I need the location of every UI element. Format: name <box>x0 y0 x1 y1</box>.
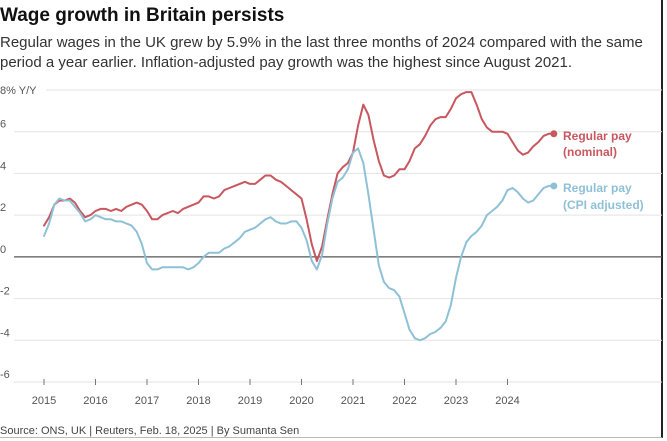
legend-label: (CPI adjusted) <box>563 198 644 212</box>
legend-label: Regular pay <box>563 129 632 143</box>
y-tick-label: 6 <box>0 119 6 131</box>
series-line <box>43 147 555 342</box>
legend-label: (nominal) <box>563 145 617 159</box>
x-tick-label: 2017 <box>135 395 159 407</box>
x-tick-label: 2019 <box>238 395 262 407</box>
y-tick-label: 4 <box>0 160 6 172</box>
x-tick-label: 2023 <box>444 395 468 407</box>
series-end-point <box>550 182 558 190</box>
x-tick-label: 2015 <box>32 395 56 407</box>
series-end-point <box>550 130 558 138</box>
legend-label: Regular pay <box>563 181 632 195</box>
x-tick-label: 2024 <box>495 395 519 407</box>
chart-subtitle: Regular wages in the UK grew by 5.9% in … <box>0 34 643 71</box>
y-tick-label: 2 <box>0 202 6 214</box>
series-line <box>43 91 555 262</box>
y-tick-label: -2 <box>0 286 10 298</box>
x-tick-label: 2022 <box>392 395 416 407</box>
source-footer: Source: ONS, UK | Reuters, Feb. 18, 2025… <box>0 425 300 437</box>
y-axis-ticks: -6 -4 -2 0 2 4 6 <box>0 119 10 381</box>
legend: Regular pay (nominal) Regular pay (CPI adju… <box>563 129 644 212</box>
x-tick-label: 2018 <box>186 395 210 407</box>
y-tick-label: -4 <box>0 327 10 339</box>
x-tick-label: 2021 <box>341 395 365 407</box>
y-tick-label: -6 <box>0 369 10 381</box>
chart-title: Wage growth in Britain persists <box>0 5 285 26</box>
x-tick-label: 2016 <box>83 395 107 407</box>
y-axis-label: 8% Y/Y <box>0 85 37 97</box>
series-lines <box>43 91 558 342</box>
y-tick-label: 0 <box>0 244 6 256</box>
x-tick-label: 2020 <box>289 395 313 407</box>
x-axis-ticks: 2015 2016 2017 2018 2019 2020 2021 2022 2023 2024 <box>32 379 520 407</box>
